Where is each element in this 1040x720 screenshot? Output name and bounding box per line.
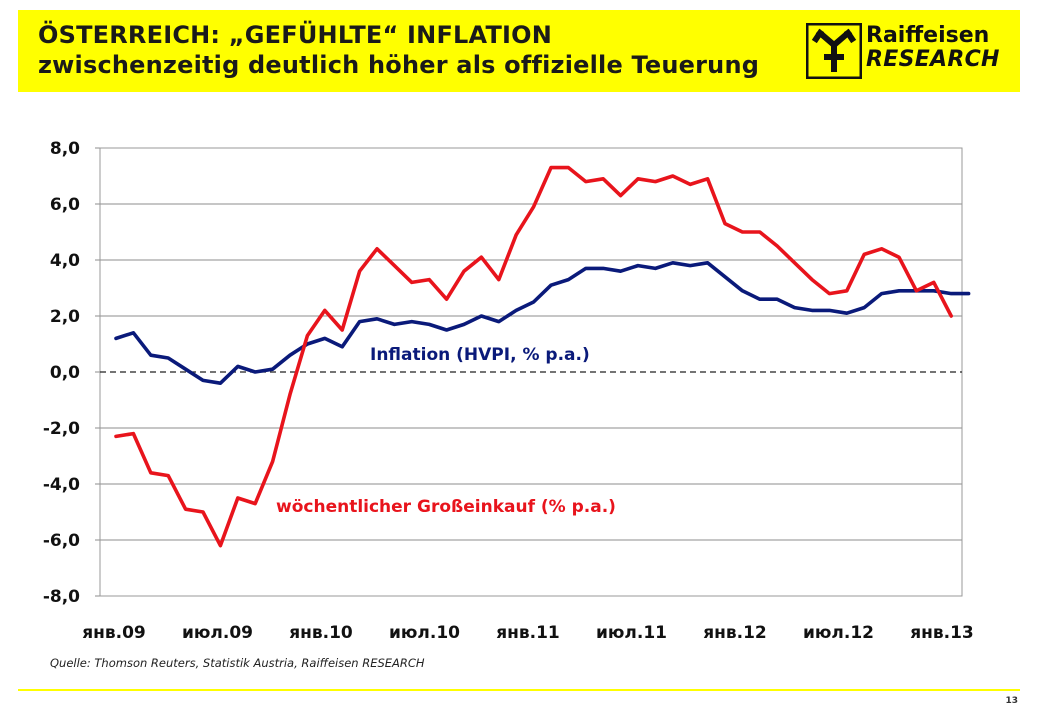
y-tick-label: 6,0 xyxy=(50,195,80,215)
x-tick-label: янв.12 xyxy=(703,623,767,643)
y-tick-label: 8,0 xyxy=(50,139,80,159)
raiffeisen-logo: Raiffeisen RESEARCH xyxy=(806,18,1006,84)
series-label-hvpi: Inflation (HVPI, % p.a.) xyxy=(370,345,590,365)
y-tick-label: -6,0 xyxy=(43,531,80,551)
y-axis-labels: 8,0 6,0 4,0 2,0 0,0 -2,0 -4,0 -6,0 -8,0 xyxy=(43,139,80,607)
gable-cross-icon xyxy=(806,23,862,79)
x-tick-label: янв.11 xyxy=(496,623,560,643)
series-line-hvpi xyxy=(114,260,971,386)
x-tick-label: июл.11 xyxy=(596,623,667,643)
source-note: Quelle: Thomson Reuters, Statistik Austr… xyxy=(50,656,425,670)
y-tick-label: 2,0 xyxy=(50,307,80,327)
title-line-2: zwischenzeitig deutlich höher als offizi… xyxy=(38,51,760,79)
x-tick-label: июл.10 xyxy=(389,623,460,643)
x-tick-label: янв.10 xyxy=(289,623,353,643)
x-tick-label: янв.09 xyxy=(82,623,146,643)
x-tick-label: июл.12 xyxy=(803,623,874,643)
title-line-1: ÖSTERREICH: „GEFÜHLTE“ INFLATION xyxy=(38,21,553,49)
series-label-einkauf: wöchentlicher Großeinkauf (% p.a.) xyxy=(276,497,616,517)
footer-divider xyxy=(18,689,1020,691)
y-tick-label: 0,0 xyxy=(50,363,80,383)
x-axis-labels: янв.09 июл.09 янв.10 июл.10 янв.11 июл.11 янв.… xyxy=(82,623,974,643)
series-line-einkauf xyxy=(114,165,954,548)
y-tick-label: -8,0 xyxy=(43,587,80,607)
logo-line-1: Raiffeisen xyxy=(866,23,990,48)
logo-text: Raiffeisen RESEARCH xyxy=(866,24,1000,72)
x-tick-label: янв.13 xyxy=(910,623,974,643)
x-tick-label: июл.09 xyxy=(182,623,253,643)
y-tick-label: -2,0 xyxy=(43,419,80,439)
page-title: ÖSTERREICH: „GEFÜHLTE“ INFLATION zwische… xyxy=(38,20,759,80)
page-number: 13 xyxy=(1005,696,1018,706)
y-tick-label: -4,0 xyxy=(43,475,80,495)
logo-line-2: RESEARCH xyxy=(866,47,1000,72)
header-banner: ÖSTERREICH: „GEFÜHLTE“ INFLATION zwische… xyxy=(18,10,1020,92)
y-tick-label: 4,0 xyxy=(50,251,80,271)
